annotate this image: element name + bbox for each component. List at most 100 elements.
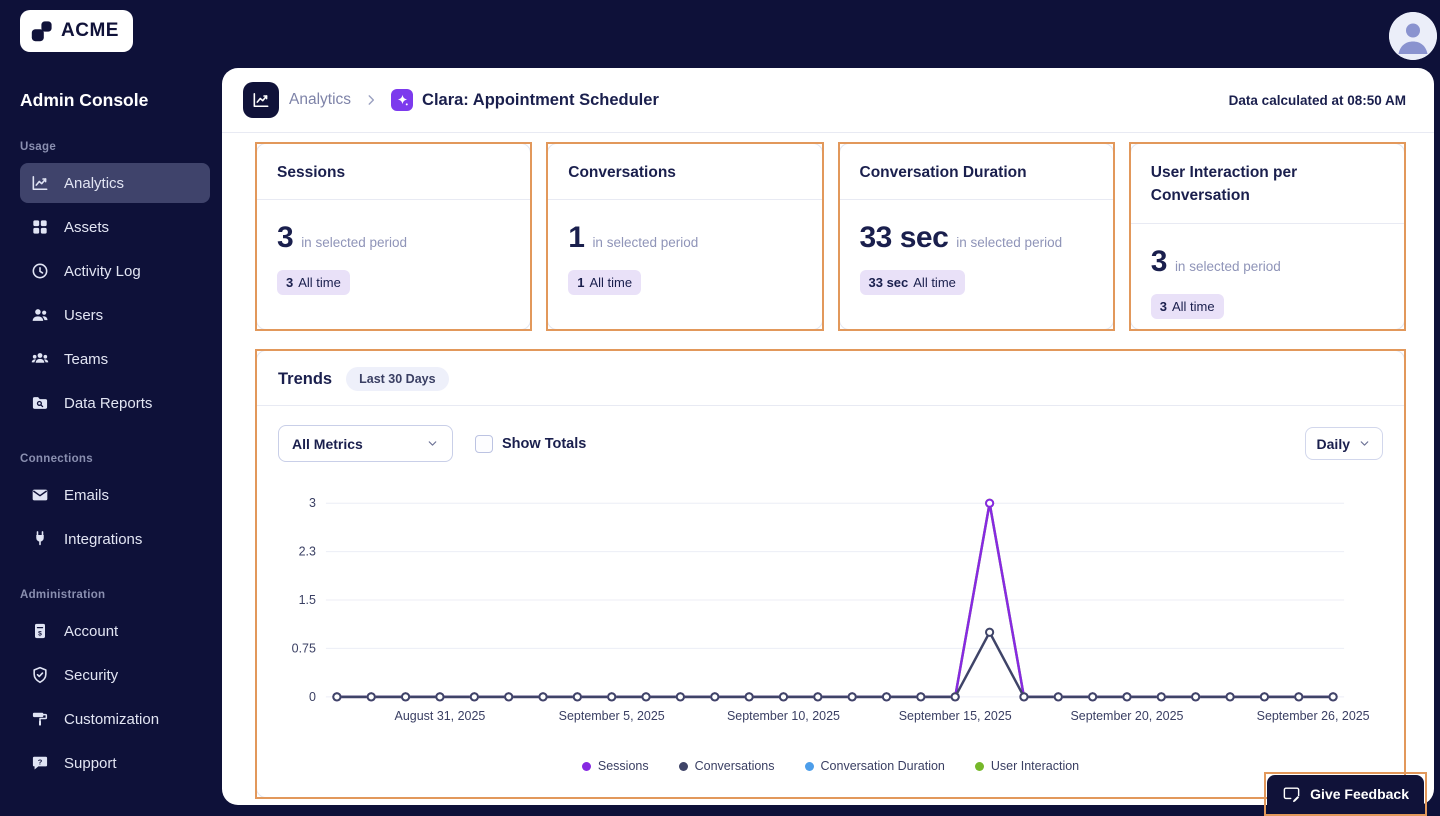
security-icon <box>30 665 50 685</box>
card-period-caption: in selected period <box>592 235 699 251</box>
sessions-card: Sessions 3 in selected period 3 All time <box>254 142 533 331</box>
alltime-value: 3 <box>1159 298 1167 314</box>
sidebar-item-support[interactable]: ? Support <box>20 743 210 783</box>
breadcrumb-analytics-link[interactable]: Analytics <box>289 91 352 108</box>
card-title: Conversations <box>548 144 822 201</box>
sidebar-item-label: Assets <box>64 218 110 236</box>
chart-line-icon <box>253 92 269 108</box>
acme-logo-icon <box>30 19 54 43</box>
emails-icon <box>30 485 50 505</box>
legend-item: Conversations <box>678 759 775 773</box>
sidebar-item-label: Emails <box>64 486 110 504</box>
section-label-administration: Administration <box>20 589 106 601</box>
svg-text:$: $ <box>38 631 42 638</box>
acme-logo[interactable]: ACME <box>20 10 133 52</box>
sidebar-item-label: Teams <box>64 350 109 368</box>
user-avatar[interactable] <box>1389 12 1437 60</box>
trends-range-pill: Last 30 Days <box>346 367 449 391</box>
svg-text:September 10, 2025: September 10, 2025 <box>727 709 840 723</box>
card-value: 33 sec <box>859 221 949 255</box>
trends-card: Trends Last 30 Days All Metrics Show Tot… <box>255 349 1406 799</box>
sidebar-item-assets[interactable]: Assets <box>20 207 210 247</box>
svg-text:September 20, 2025: September 20, 2025 <box>1070 709 1183 723</box>
svg-text:0.75: 0.75 <box>292 641 316 655</box>
chart-legend: Sessions Conversations Conversation Durati… <box>257 759 1404 773</box>
legend-dot-icon <box>581 761 591 771</box>
assets-icon <box>30 217 50 237</box>
person-icon <box>1389 12 1437 60</box>
conversation-duration-card: Conversation Duration 33 sec in selected… <box>837 142 1116 331</box>
agent-sparkle-icon <box>391 89 414 111</box>
card-title: User Interaction per Conversation <box>1130 144 1404 224</box>
svg-text:September 5, 2025: September 5, 2025 <box>559 709 665 723</box>
sidebar-item-emails[interactable]: Emails <box>20 475 210 515</box>
sidebar-item-analytics[interactable]: Analytics <box>20 163 210 203</box>
show-totals-checkbox[interactable] <box>475 434 493 453</box>
trends-title: Trends <box>278 369 333 388</box>
legend-label: Conversation Duration <box>820 759 945 773</box>
sidebar-item-label: Account <box>64 622 119 640</box>
alltime-value: 33 sec <box>868 275 909 291</box>
data-calculated-timestamp: Data calculated at 08:50 AM <box>1228 92 1406 108</box>
card-value: 1 <box>568 221 585 255</box>
conversations-card: Conversations 1 in selected period 1 All… <box>546 142 824 331</box>
feedback-label: Give Feedback <box>1310 786 1409 802</box>
granularity-dropdown[interactable]: Daily <box>1304 427 1383 460</box>
alltime-badge: 3 All time <box>1150 293 1224 319</box>
trends-controls: All Metrics Show Totals Daily <box>278 425 1383 462</box>
legend-label: User Interaction <box>990 759 1080 773</box>
sidebar-item-label: Users <box>64 306 104 324</box>
section-label-connections: Connections <box>20 453 93 465</box>
give-feedback-button[interactable]: Give Feedback <box>1264 772 1427 816</box>
show-totals-toggle[interactable]: Show Totals <box>475 434 586 453</box>
svg-text:September 26, 2025: September 26, 2025 <box>1257 709 1370 723</box>
sidebar-item-account[interactable]: $ Account <box>20 611 210 651</box>
sidebar-item-label: Activity Log <box>64 262 141 280</box>
alltime-badge: 1 All time <box>568 270 642 296</box>
card-title: Conversation Duration <box>839 144 1113 201</box>
sidebar-item-teams[interactable]: Teams <box>20 339 210 379</box>
sidebar-item-security[interactable]: Security <box>20 655 210 695</box>
customization-icon <box>30 709 50 729</box>
sidebar-item-label: Integrations <box>64 530 143 548</box>
sidebar-item-integrations[interactable]: Integrations <box>20 519 210 559</box>
svg-text:1.5: 1.5 <box>299 593 316 607</box>
sidebar-item-users[interactable]: Users <box>20 295 210 335</box>
svg-text:August 31, 2025: August 31, 2025 <box>395 709 486 723</box>
sidebar-item-customization[interactable]: Customization <box>20 699 210 739</box>
sidebar-item-label: Customization <box>64 710 160 728</box>
legend-dot-icon <box>804 761 814 771</box>
users-icon <box>30 305 50 325</box>
page-title: Clara: Appointment Scheduler <box>422 90 659 109</box>
metrics-dropdown[interactable]: All Metrics <box>278 425 453 462</box>
section-label-usage: Usage <box>20 141 57 153</box>
legend-label: Conversations <box>694 759 775 773</box>
sidebar: ACME Admin Console Usage Analytics Asset… <box>0 0 222 810</box>
card-period-caption: in selected period <box>956 235 1063 251</box>
chevron-down-icon <box>1358 437 1371 450</box>
svg-text:2.3: 2.3 <box>299 545 316 559</box>
sidebar-item-data-reports[interactable]: Data Reports <box>20 383 210 423</box>
card-value: 3 <box>1150 244 1168 278</box>
feedback-icon <box>1282 785 1301 804</box>
granularity-dropdown-value: Daily <box>1316 435 1350 452</box>
sidebar-item-activity-log[interactable]: Activity Log <box>20 251 210 291</box>
chevron-right-icon <box>364 93 378 107</box>
legend-item: User Interaction <box>974 759 1080 773</box>
activity-log-icon <box>30 261 50 281</box>
alltime-label: All time <box>913 275 956 291</box>
chevron-down-icon <box>426 437 439 450</box>
legend-item: Sessions <box>581 759 649 773</box>
card-period-caption: in selected period <box>301 235 408 251</box>
account-icon: $ <box>30 621 50 641</box>
alltime-label: All time <box>298 275 341 291</box>
alltime-badge: 33 sec All time <box>859 270 965 296</box>
analytics-chip[interactable] <box>243 82 279 118</box>
alltime-badge: 3 All time <box>277 270 350 296</box>
svg-text:?: ? <box>38 757 43 766</box>
user-interaction-card: User Interaction per Conversation 3 in s… <box>1128 142 1407 331</box>
brand-name: ACME <box>61 20 119 41</box>
analytics-icon <box>30 173 50 193</box>
card-title: Sessions <box>257 144 531 201</box>
